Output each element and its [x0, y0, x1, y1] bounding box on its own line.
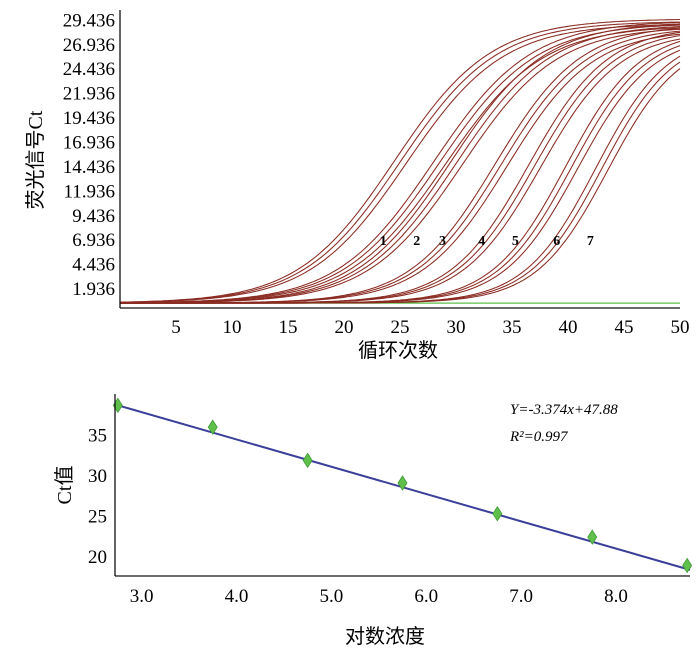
x-tick-label: 15 — [279, 317, 298, 338]
y-tick-label: 35 — [88, 425, 107, 446]
curve-replicate — [119, 23, 681, 304]
curve-replicate — [120, 38, 681, 304]
x-axis-label: 对数浓度 — [345, 625, 425, 648]
x-tick-labels: 3.0 4.0 5.0 6.0 7.0 8.0 — [130, 586, 628, 607]
data-point — [492, 505, 503, 522]
x-tick-label: 10 — [223, 317, 242, 338]
y-tick-label: 29.436 — [63, 10, 115, 31]
amplification-curve-1 — [119, 18, 681, 303]
amplification-curve-7 — [120, 55, 681, 304]
curve-replicate — [119, 24, 681, 303]
x-axis-label: 循环次数 — [358, 339, 438, 362]
y-axis-label: 荧光信号Ct — [24, 110, 47, 209]
x-tick-label: 3.0 — [130, 586, 154, 607]
y-tick-label: 4.436 — [72, 255, 115, 276]
curve-replicate — [119, 18, 681, 303]
y-tick-label: 16.936 — [63, 133, 115, 154]
curve-label: 7 — [587, 234, 594, 249]
x-tick-labels: 5 10 15 20 25 30 35 40 45 50 — [171, 317, 689, 338]
y-tick-label: 21.936 — [63, 84, 115, 105]
x-tick-label: 4.0 — [225, 586, 249, 607]
x-tick-label: 7.0 — [509, 586, 533, 607]
standard-curve-chart: 20 25 30 35 3.0 4.0 5.0 6.0 7.0 8.0 Y=-3.374x+47… — [53, 394, 693, 648]
data-point — [682, 557, 693, 574]
y-tick-label: 14.436 — [63, 157, 115, 178]
curve-replicate — [120, 68, 681, 304]
x-tick-label: 50 — [671, 317, 690, 338]
x-tick-label: 6.0 — [414, 586, 438, 607]
y-tick-label: 19.436 — [63, 108, 115, 129]
equation-label: Y=-3.374x+47.88 — [510, 402, 618, 418]
curve-replicate — [120, 25, 681, 304]
curves-layer — [119, 18, 681, 304]
curve-replicate — [120, 28, 681, 304]
y-tick-label: 26.936 — [63, 35, 115, 56]
curve-replicate — [119, 21, 680, 303]
x-tick-label: 35 — [503, 317, 522, 338]
y-tick-labels: 20 25 30 35 — [88, 425, 107, 567]
x-tick-label: 45 — [615, 317, 634, 338]
x-tick-label: 40 — [559, 317, 578, 338]
y-tick-labels: 1.936 4.436 6.936 9.436 11.936 14.436 16.936 19… — [63, 10, 115, 300]
curve-label: 4 — [478, 234, 485, 249]
x-tick-label: 25 — [391, 317, 410, 338]
y-tick-label: 9.436 — [72, 206, 115, 227]
y-tick-label: 30 — [88, 466, 107, 487]
curve-label: 3 — [439, 234, 446, 249]
x-tick-label: 5 — [171, 317, 181, 338]
data-point — [397, 475, 408, 491]
curve-replicate — [120, 35, 681, 304]
y-tick-label: 6.936 — [72, 230, 115, 251]
curve-label: 5 — [512, 234, 519, 249]
x-tick-label: 8.0 — [604, 586, 628, 607]
curve-replicate — [120, 49, 681, 304]
x-tick-label: 20 — [335, 317, 354, 338]
x-tick-label: 5.0 — [319, 586, 343, 607]
data-point — [587, 529, 598, 545]
y-tick-label: 24.436 — [63, 59, 115, 80]
curve-label: 1 — [380, 234, 387, 249]
curve-label: 2 — [413, 234, 420, 249]
y-tick-label: 20 — [88, 547, 107, 568]
y-tick-label: 11.936 — [63, 181, 115, 202]
y-tick-label: 25 — [88, 506, 107, 527]
curve-replicate — [120, 61, 681, 304]
data-point — [207, 419, 218, 435]
curve-labels: 1 2 3 4 5 6 7 — [380, 234, 594, 249]
y-tick-label: 1.936 — [72, 279, 115, 300]
y-axis-label: Ct值 — [53, 466, 76, 505]
r-squared-label: R²=0.997 — [509, 429, 569, 445]
curve-replicate — [120, 24, 681, 304]
amplification-curve-3 — [119, 23, 681, 304]
data-point — [302, 452, 313, 469]
curve-label: 6 — [553, 234, 560, 249]
x-tick-label: 30 — [447, 317, 466, 338]
